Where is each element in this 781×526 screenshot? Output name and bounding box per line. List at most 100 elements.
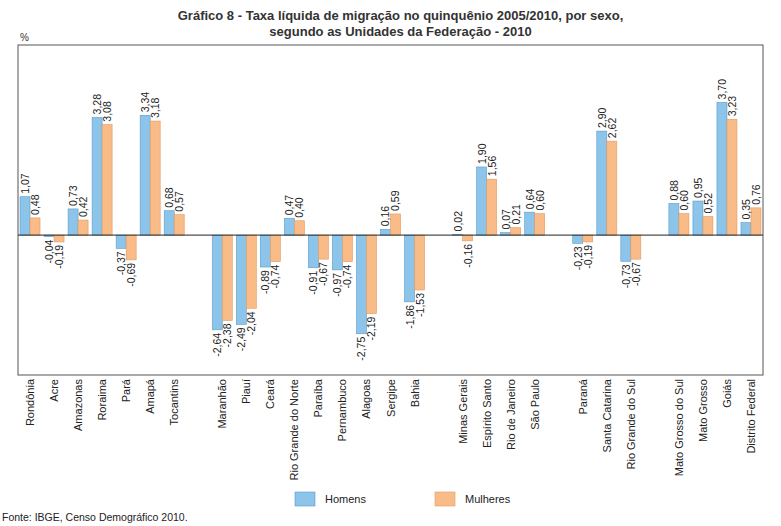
bar bbox=[631, 235, 641, 259]
bar bbox=[174, 215, 184, 235]
bar bbox=[270, 235, 280, 262]
data-label: 0,42 bbox=[77, 196, 89, 217]
bar bbox=[222, 235, 232, 320]
x-tick-label: Bahia bbox=[409, 378, 421, 407]
bar bbox=[751, 208, 761, 235]
data-label: -2,04 bbox=[245, 311, 257, 335]
bar bbox=[381, 229, 391, 235]
plot-frame bbox=[18, 45, 763, 375]
data-label: -2,38 bbox=[221, 323, 233, 347]
bar bbox=[260, 235, 270, 267]
data-label: 3,23 bbox=[726, 96, 738, 117]
bar bbox=[318, 235, 328, 259]
bar bbox=[405, 235, 415, 302]
bar bbox=[102, 125, 112, 235]
x-tick-label: Minas Gerais bbox=[457, 379, 469, 444]
x-tick-label: Pará bbox=[120, 378, 132, 402]
data-label: 0,02 bbox=[452, 211, 464, 232]
x-tick-label: Rio Grande do Norte bbox=[288, 379, 300, 481]
x-tick-label: Maranhão bbox=[216, 379, 228, 429]
bar bbox=[477, 167, 487, 235]
x-tick-label: Tocantins bbox=[168, 379, 180, 426]
bar bbox=[621, 235, 631, 261]
x-tick-label: Espírito Santo bbox=[481, 379, 493, 448]
data-label: -0,74 bbox=[341, 264, 353, 288]
data-label: 0,21 bbox=[510, 204, 522, 225]
data-label: -0,67 bbox=[317, 262, 329, 286]
x-tick-label: Amapá bbox=[144, 378, 156, 414]
data-label: 0,60 bbox=[534, 190, 546, 211]
bar bbox=[78, 220, 88, 235]
x-tick-label: Acre bbox=[48, 379, 60, 402]
bar bbox=[294, 221, 304, 235]
bar bbox=[126, 235, 136, 260]
bar bbox=[164, 211, 174, 235]
title: Gráfico 8 - Taxa líquida de migração no … bbox=[178, 8, 624, 23]
x-tick-label: Rio de Janeiro bbox=[505, 379, 517, 450]
data-label: -0,67 bbox=[630, 262, 642, 286]
bar bbox=[54, 235, 64, 242]
subtitle: segundo as Unidades da Federação - 2010 bbox=[269, 24, 531, 39]
bar bbox=[236, 235, 246, 324]
bar bbox=[703, 216, 713, 235]
bar bbox=[511, 228, 521, 236]
bar bbox=[597, 131, 607, 235]
data-label: 0,40 bbox=[293, 197, 305, 218]
x-tick-labels: RondôniaAcreAmazonasRoraimaParáAmapáToca… bbox=[24, 378, 757, 480]
bar bbox=[717, 102, 727, 235]
x-tick-label: Piauí bbox=[240, 379, 252, 404]
x-tick-label: Mato Grosso do Sul bbox=[673, 379, 685, 476]
bar bbox=[463, 235, 473, 241]
x-tick-label: Ceará bbox=[264, 378, 276, 409]
data-label: 2,62 bbox=[606, 118, 618, 139]
chart: Gráfico 8 - Taxa líquida de migração no … bbox=[0, 0, 781, 526]
bar bbox=[679, 214, 689, 236]
legend-swatch bbox=[435, 492, 455, 506]
x-tick-label: São Paulo bbox=[529, 379, 541, 430]
bars bbox=[20, 102, 761, 333]
data-label: 0,76 bbox=[750, 184, 762, 205]
bar bbox=[535, 214, 545, 236]
data-label: -0,19 bbox=[582, 245, 594, 269]
data-label: 3,08 bbox=[101, 101, 113, 122]
bar bbox=[525, 212, 535, 235]
bar bbox=[116, 235, 126, 248]
legend: HomensMulheres bbox=[295, 492, 511, 506]
data-labels: 1,07-0,040,733,28-0,373,340,68-2,64-2,49… bbox=[19, 79, 762, 361]
source: Fonte: IBGE, Censo Demográfico 2010. bbox=[2, 511, 188, 523]
data-label: 0,52 bbox=[702, 193, 714, 214]
bar bbox=[150, 121, 160, 235]
data-label: 0,48 bbox=[29, 194, 41, 215]
x-tick-label: Sergipe bbox=[385, 379, 397, 417]
data-label: -0,69 bbox=[125, 263, 137, 287]
bar bbox=[741, 223, 751, 236]
bar bbox=[573, 235, 583, 243]
bar bbox=[342, 235, 352, 262]
legend-label: Mulheres bbox=[465, 493, 511, 505]
bar bbox=[30, 218, 40, 235]
legend-swatch bbox=[295, 492, 315, 506]
x-tick-label: Goiás bbox=[721, 379, 733, 408]
bar bbox=[366, 235, 376, 314]
bar bbox=[212, 235, 222, 330]
bar bbox=[140, 115, 150, 235]
data-label: 3,18 bbox=[149, 97, 161, 118]
bar bbox=[487, 179, 497, 235]
bar bbox=[92, 117, 102, 235]
bar bbox=[391, 214, 401, 235]
data-label: 1,07 bbox=[19, 173, 31, 194]
bar bbox=[246, 235, 256, 308]
bar bbox=[415, 235, 425, 290]
data-label: -0,16 bbox=[462, 244, 474, 268]
data-label: 1,56 bbox=[486, 156, 498, 177]
data-label: -0,74 bbox=[269, 264, 281, 288]
data-label: -1,53 bbox=[414, 293, 426, 317]
x-tick-label: Paraná bbox=[577, 378, 589, 414]
bar bbox=[607, 141, 617, 235]
x-tick-label: Distrito Federal bbox=[745, 379, 757, 454]
x-tick-label: Amazonas bbox=[72, 379, 84, 431]
bar bbox=[727, 119, 737, 235]
data-label: 0,60 bbox=[678, 190, 690, 211]
x-tick-label: Alagoas bbox=[360, 379, 372, 419]
x-tick-label: Mato Grosso bbox=[697, 379, 709, 442]
